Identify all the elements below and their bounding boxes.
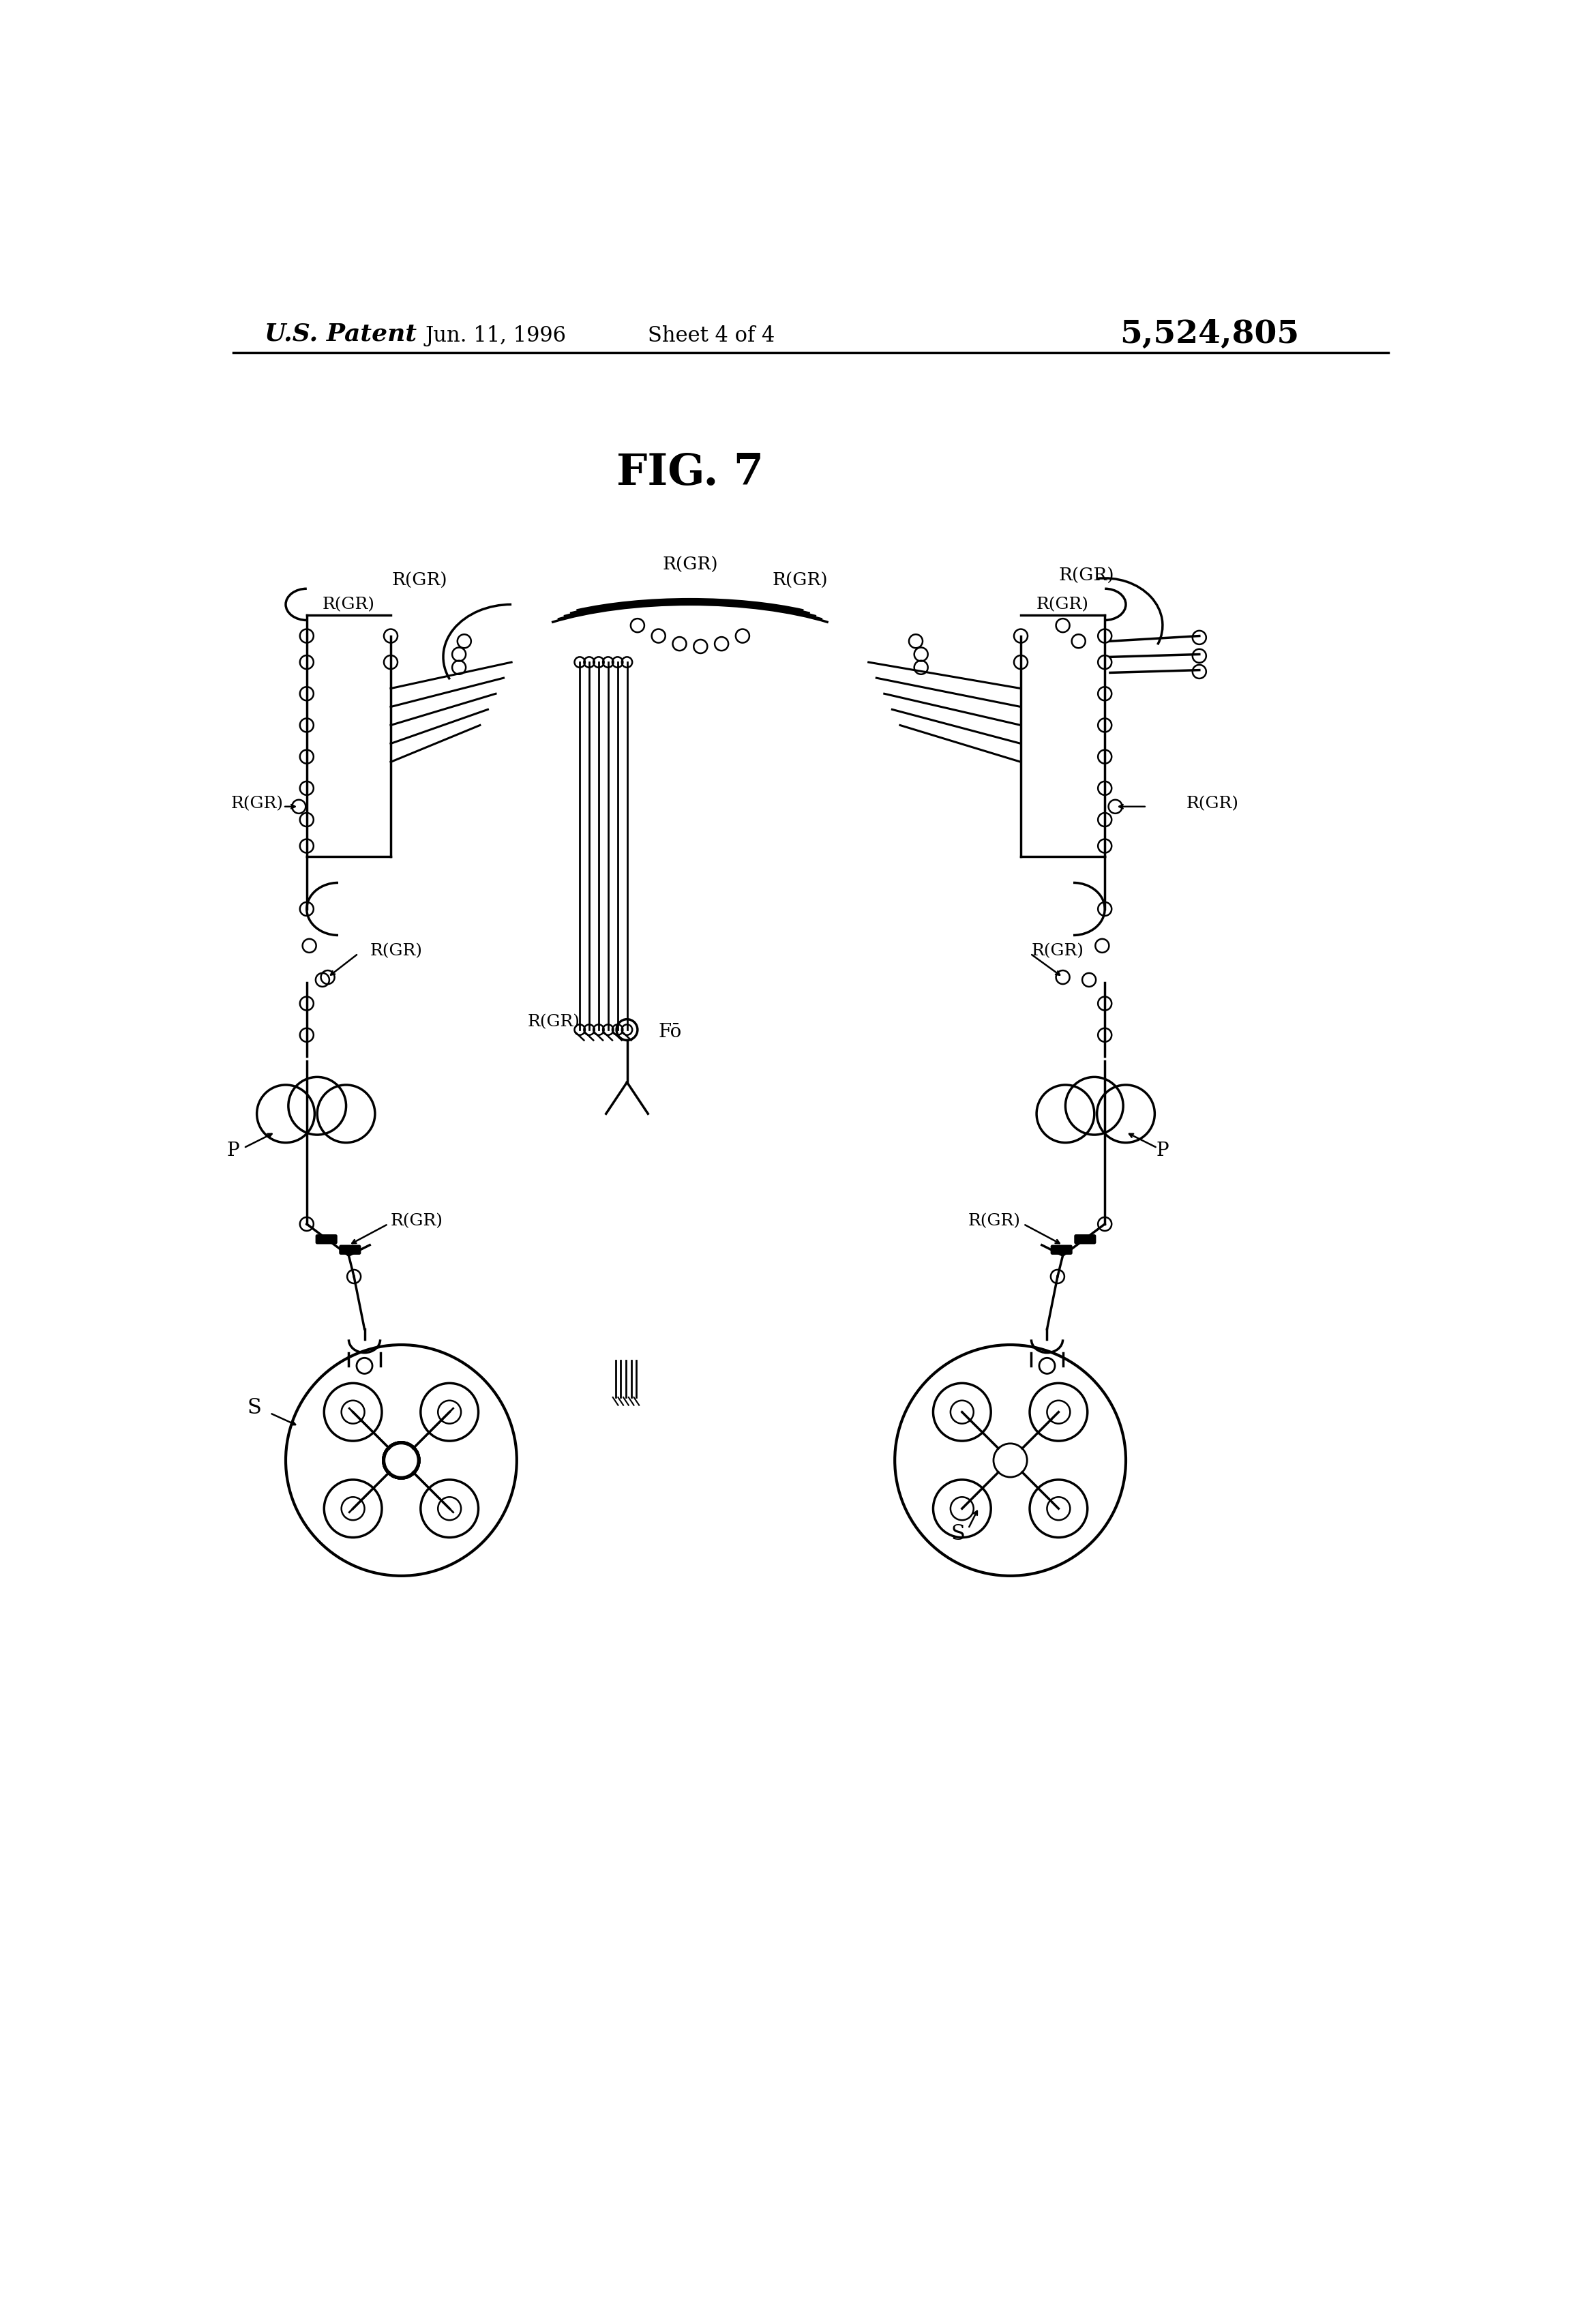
Text: Jun. 11, 1996: Jun. 11, 1996 — [426, 325, 566, 346]
Text: S: S — [951, 1522, 965, 1545]
FancyBboxPatch shape — [1074, 1234, 1095, 1243]
Text: Sheet 4 of 4: Sheet 4 of 4 — [647, 325, 775, 346]
FancyBboxPatch shape — [1052, 1246, 1071, 1255]
Bar — [611, 1113, 642, 1376]
Text: R(GR): R(GR) — [391, 1213, 443, 1229]
Text: R(GR): R(GR) — [392, 572, 448, 590]
Text: 5,524,805: 5,524,805 — [1120, 318, 1299, 349]
Text: S: S — [247, 1397, 261, 1418]
Text: R(GR): R(GR) — [323, 597, 375, 611]
Text: Fō: Fō — [658, 1023, 682, 1041]
Text: FIG. 7: FIG. 7 — [617, 453, 764, 495]
Text: R(GR): R(GR) — [527, 1013, 579, 1030]
Text: R(GR): R(GR) — [1031, 944, 1084, 960]
FancyBboxPatch shape — [316, 1234, 337, 1243]
Text: R(GR): R(GR) — [1036, 597, 1088, 611]
Text: R(GR): R(GR) — [663, 555, 718, 574]
Text: U.S. Patent: U.S. Patent — [264, 323, 418, 346]
FancyBboxPatch shape — [340, 1246, 361, 1255]
Text: R(GR): R(GR) — [231, 797, 283, 811]
Text: R(GR): R(GR) — [772, 572, 827, 590]
Text: R(GR): R(GR) — [1186, 797, 1239, 811]
Text: P: P — [1156, 1141, 1169, 1160]
Text: P: P — [226, 1141, 239, 1160]
Text: R(GR): R(GR) — [1058, 567, 1114, 583]
Text: R(GR): R(GR) — [370, 944, 422, 960]
Text: R(GR): R(GR) — [968, 1213, 1020, 1229]
